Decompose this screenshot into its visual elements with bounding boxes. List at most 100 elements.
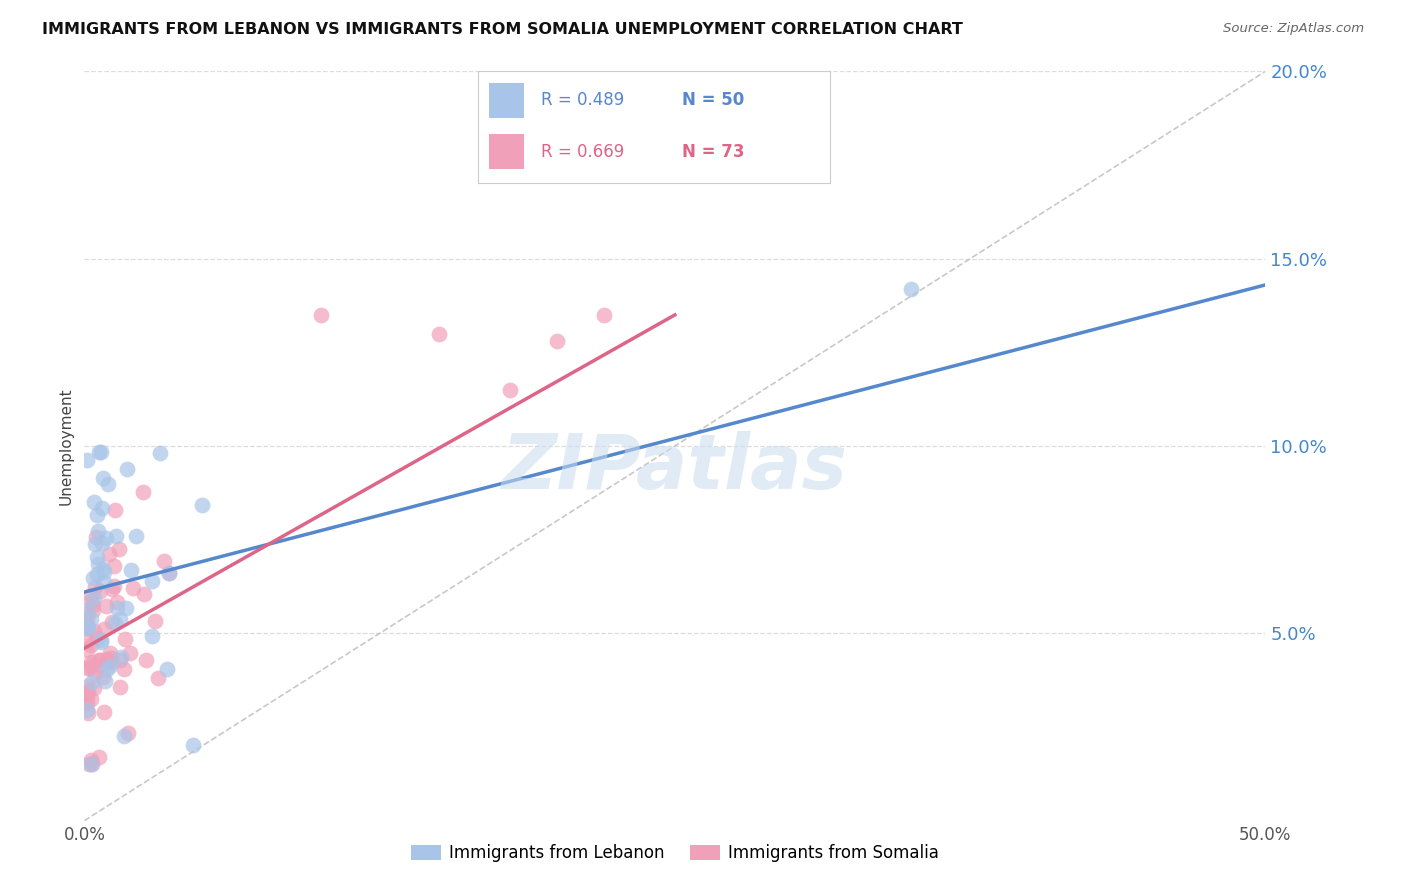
Point bbox=[80, 657, 103, 672]
Point bbox=[149, 446, 172, 460]
Point bbox=[97, 654, 120, 668]
Point bbox=[76, 686, 98, 700]
Point bbox=[82, 598, 104, 612]
Point bbox=[80, 757, 103, 772]
Point bbox=[90, 657, 112, 672]
Point bbox=[146, 671, 169, 685]
Point bbox=[83, 580, 105, 594]
Point bbox=[593, 308, 616, 322]
Bar bbox=[489, 83, 524, 119]
Point bbox=[101, 582, 124, 597]
Point bbox=[103, 579, 125, 593]
Point bbox=[104, 503, 127, 517]
Point bbox=[76, 691, 98, 706]
Point bbox=[76, 706, 98, 721]
Point bbox=[117, 726, 139, 740]
Point bbox=[84, 666, 107, 681]
Point bbox=[104, 616, 127, 631]
Point bbox=[96, 531, 118, 545]
Point bbox=[112, 729, 135, 743]
Point bbox=[76, 621, 98, 635]
Text: Source: ZipAtlas.com: Source: ZipAtlas.com bbox=[1223, 22, 1364, 36]
Point bbox=[89, 653, 111, 667]
Point bbox=[86, 631, 108, 645]
Point bbox=[77, 683, 100, 698]
Point bbox=[76, 603, 98, 617]
Point bbox=[87, 524, 110, 538]
Point bbox=[157, 566, 180, 581]
Point bbox=[80, 655, 103, 669]
Point bbox=[141, 574, 163, 589]
Point bbox=[94, 673, 117, 688]
Y-axis label: Unemployment: Unemployment bbox=[58, 387, 73, 505]
Point bbox=[80, 594, 103, 608]
Point bbox=[135, 653, 157, 667]
Point bbox=[80, 692, 103, 706]
Point bbox=[93, 565, 115, 579]
Point bbox=[91, 562, 114, 576]
Point bbox=[97, 547, 120, 561]
Point bbox=[83, 591, 105, 605]
Point bbox=[76, 620, 98, 634]
Point bbox=[79, 757, 101, 772]
Point bbox=[87, 653, 110, 667]
Point bbox=[77, 620, 100, 634]
Point bbox=[309, 308, 332, 322]
Point bbox=[87, 749, 110, 764]
Point bbox=[86, 549, 108, 564]
Bar bbox=[489, 134, 524, 169]
Point bbox=[122, 581, 145, 595]
Point bbox=[114, 632, 136, 646]
Point bbox=[100, 655, 122, 669]
Point bbox=[112, 662, 135, 676]
Point bbox=[100, 658, 122, 673]
Point bbox=[90, 633, 112, 648]
Point bbox=[84, 537, 107, 551]
Point bbox=[76, 696, 98, 710]
Point bbox=[90, 501, 112, 516]
Point bbox=[191, 498, 214, 512]
Point bbox=[108, 541, 131, 556]
Point bbox=[120, 563, 142, 577]
Point bbox=[80, 638, 103, 652]
Point bbox=[76, 661, 98, 675]
Text: ZIPatlas: ZIPatlas bbox=[502, 432, 848, 506]
Point bbox=[80, 753, 103, 767]
Point bbox=[83, 624, 105, 638]
Point bbox=[76, 703, 98, 717]
Point bbox=[80, 675, 103, 690]
Point bbox=[143, 614, 166, 628]
Point bbox=[76, 679, 98, 693]
Point bbox=[77, 634, 100, 648]
Text: IMMIGRANTS FROM LEBANON VS IMMIGRANTS FROM SOMALIA UNEMPLOYMENT CORRELATION CHAR: IMMIGRANTS FROM LEBANON VS IMMIGRANTS FR… bbox=[42, 22, 963, 37]
Point bbox=[120, 646, 142, 660]
Point bbox=[93, 623, 115, 637]
Point bbox=[100, 651, 122, 665]
Point bbox=[156, 662, 179, 676]
Point bbox=[80, 611, 103, 625]
Point bbox=[427, 326, 450, 341]
Point bbox=[132, 484, 155, 499]
Point bbox=[110, 650, 132, 665]
Point bbox=[90, 635, 112, 649]
Point bbox=[181, 738, 204, 752]
Point bbox=[76, 613, 98, 627]
Point bbox=[84, 530, 107, 544]
Text: N = 73: N = 73 bbox=[682, 143, 744, 161]
Point bbox=[76, 618, 98, 632]
Point bbox=[90, 445, 112, 459]
Point bbox=[86, 557, 108, 571]
Point bbox=[80, 757, 103, 772]
Point bbox=[115, 601, 138, 615]
Point bbox=[900, 282, 922, 296]
Point bbox=[82, 571, 104, 585]
Point bbox=[96, 661, 118, 675]
Point bbox=[76, 453, 98, 467]
Point bbox=[80, 588, 103, 602]
Point bbox=[546, 334, 568, 348]
Point bbox=[103, 559, 125, 574]
Point bbox=[79, 660, 101, 674]
Point bbox=[105, 595, 128, 609]
Point bbox=[76, 607, 98, 621]
Point bbox=[105, 601, 128, 615]
